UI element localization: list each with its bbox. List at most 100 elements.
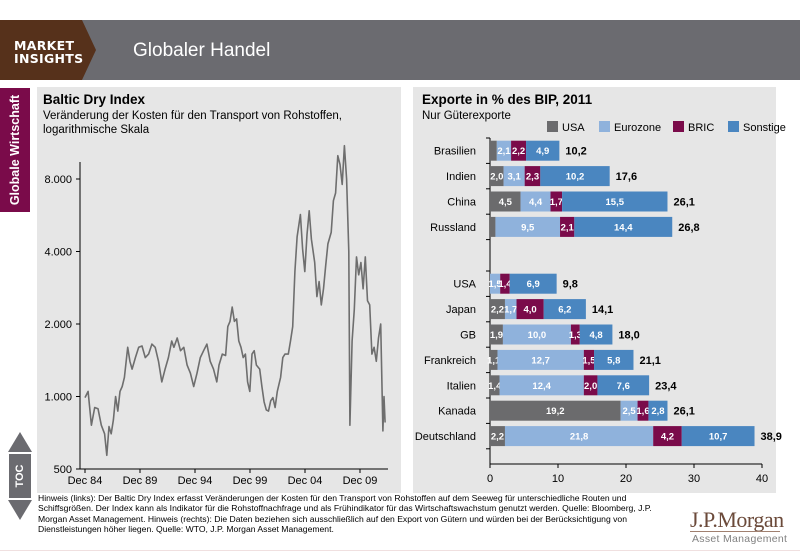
toc-down-arrow-icon[interactable] [8, 500, 32, 520]
bar-value-label: 1,7 [504, 305, 517, 316]
bar-value-label: 1,5 [488, 279, 502, 290]
bar-total-label: 18,0 [618, 330, 639, 342]
exports-category-label: Brasilien [434, 146, 476, 158]
bar-value-label: 4,4 [529, 197, 543, 208]
legend-swatch-bric [673, 121, 684, 132]
exports-category-label: GB [460, 330, 476, 342]
bar-eurozone [496, 140, 512, 161]
bar-usa [490, 375, 500, 396]
bdi-subtitle-line-1: Veränderung der Kosten für den Transport… [43, 110, 342, 122]
exports-panel: Exporte in % des BIP, 2011 Nur Güterexpo… [413, 87, 776, 493]
exports-category-label: Japan [446, 304, 476, 316]
brand-line-1: MARKET [14, 38, 75, 53]
exports-chart-title: Exporte in % des BIP, 2011 [422, 92, 593, 107]
bar-bric [583, 375, 598, 396]
bdi-chart-title: Baltic Dry Index [43, 92, 146, 107]
bar-value-label: 2,5 [622, 406, 636, 417]
bar-value-label: 1,1 [487, 355, 501, 366]
bar-value-label: 1,5 [582, 355, 596, 366]
bar-sonstige [597, 375, 650, 396]
exports-x-tick-label: 0 [487, 473, 493, 485]
bdi-x-tick-label: Dec 89 [123, 475, 158, 487]
bar-value-label: 10,7 [709, 432, 728, 443]
bar-value-label: 4,2 [661, 432, 674, 443]
bar-total-label: 26,8 [678, 222, 699, 234]
bar-sonstige [543, 299, 586, 320]
bdi-y-tick-label: 2.000 [44, 319, 72, 331]
legend-label-usa: USA [562, 122, 585, 134]
legend-swatch-eurozone [599, 121, 610, 132]
legend-label-eurozone: Eurozone [614, 122, 661, 134]
bar-total-label: 38,9 [761, 431, 782, 443]
bar-value-label: 2,1 [497, 146, 511, 157]
brand-line-2: INSIGHTS [14, 51, 84, 66]
bar-value-label: 2,0 [490, 172, 503, 183]
bar-total-label: 26,1 [673, 197, 694, 209]
bar-sonstige [540, 166, 610, 187]
bar-value-label: 1,4 [498, 279, 512, 290]
bar-value-label: 5,8 [607, 355, 620, 366]
legend-swatch-usa [547, 121, 558, 132]
bar-value-label: 1,7 [550, 197, 563, 208]
bar-bric [570, 324, 580, 345]
bar-value-label: 4,0 [524, 305, 537, 316]
footnote: Hinweis (links): Der Baltic Dry Index er… [38, 493, 652, 535]
bar-value-label: 1,9 [490, 330, 503, 341]
exports-category-label: Italien [447, 380, 476, 392]
bdi-x-tick-label: Dec 84 [68, 475, 103, 487]
bar-eurozone [520, 191, 551, 212]
bar-bric [500, 273, 510, 294]
bar-value-label: 4,5 [499, 197, 513, 208]
bar-sonstige [648, 400, 668, 421]
bar-total-label: 9,8 [563, 279, 578, 291]
toc-up-arrow-icon[interactable] [8, 432, 32, 452]
bar-sonstige [594, 349, 634, 370]
bar-usa [490, 140, 497, 161]
bar-eurozone [495, 216, 561, 237]
market-insights-badge [0, 20, 96, 80]
bar-eurozone [504, 299, 517, 320]
bar-eurozone [503, 166, 525, 187]
toc-button[interactable]: TOC [9, 454, 31, 498]
bar-eurozone [504, 426, 654, 447]
bar-value-label: 4,8 [589, 330, 602, 341]
bar-sonstige [574, 216, 673, 237]
exports-category-label: USA [453, 279, 476, 291]
exports-category-label: Kanada [438, 406, 477, 418]
bar-total-label: 14,1 [592, 304, 613, 316]
bar-value-label: 2,3 [526, 172, 539, 183]
bar-value-label: 10,0 [528, 330, 547, 341]
bar-value-label: 6,9 [527, 279, 540, 290]
exports-category-label: China [447, 197, 477, 209]
exports-x-tick-label: 30 [688, 473, 700, 485]
header-bar [0, 20, 800, 80]
bar-bric [560, 216, 575, 237]
bar-usa [490, 349, 498, 370]
bar-eurozone [497, 349, 584, 370]
bar-usa [490, 166, 504, 187]
bar-eurozone [620, 400, 638, 421]
bar-value-label: 10,2 [566, 172, 585, 183]
bar-usa [490, 216, 496, 237]
exports-category-label: Deutschland [415, 431, 476, 443]
bar-value-label: 1,3 [569, 330, 582, 341]
bar-usa [490, 191, 521, 212]
exports-chart-subtitle: Nur Güterexporte [422, 110, 511, 122]
section-tab-globale-wirtschaft[interactable]: Globale Wirtschaft [0, 88, 30, 212]
bar-sonstige [579, 324, 613, 345]
bar-value-label: 2,2 [512, 146, 525, 157]
bar-value-label: 7,6 [617, 381, 630, 392]
bar-total-label: 26,1 [673, 406, 694, 418]
bar-usa [490, 299, 505, 320]
page-title: Globaler Handel [133, 40, 271, 61]
bar-bric [637, 400, 649, 421]
jp-morgan-logo: J.P.Morgan [690, 507, 784, 532]
logo-divider [690, 531, 780, 532]
bar-sonstige [526, 140, 560, 161]
exports-x-tick-label: 20 [620, 473, 632, 485]
baltic-dry-index-panel: Baltic Dry Index Veränderung der Kosten … [37, 87, 401, 493]
bar-eurozone [499, 375, 584, 396]
bar-bric [653, 426, 682, 447]
